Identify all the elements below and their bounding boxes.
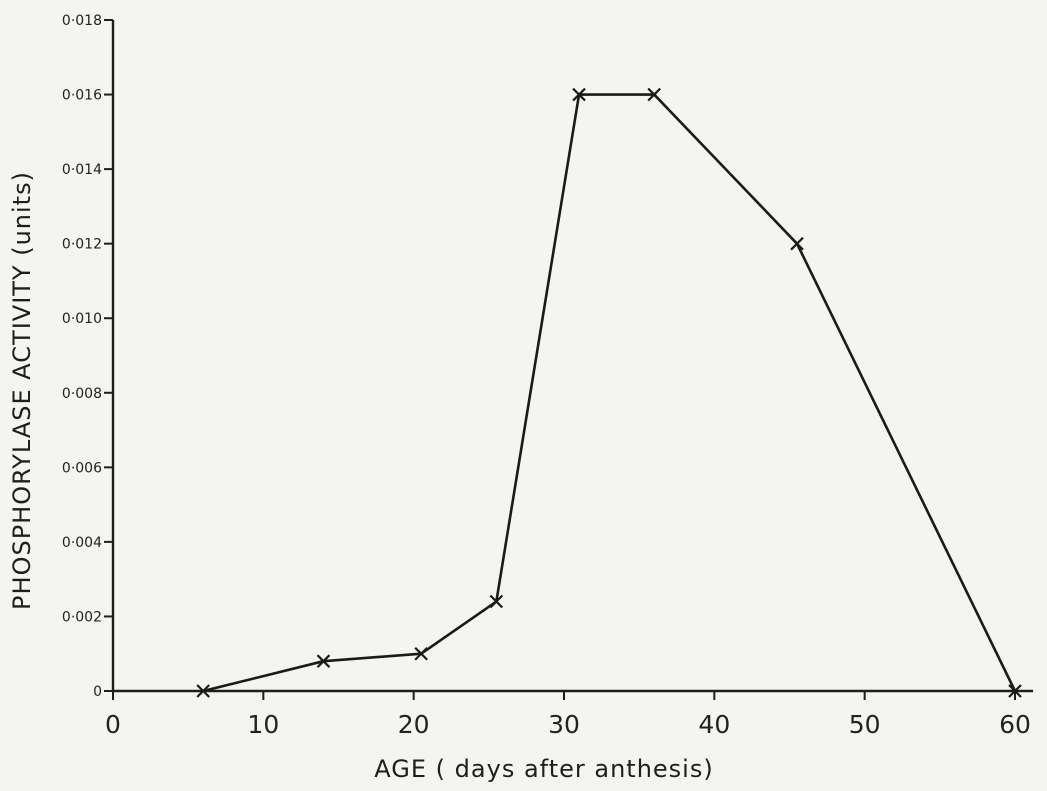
y-tick-label: 0·004	[62, 535, 102, 551]
axes	[111, 20, 1033, 693]
data-point-marker	[196, 684, 210, 698]
y-tick-label: 0·018	[62, 13, 102, 29]
x-tick-label: 0	[105, 710, 121, 739]
y-tick-label: 0·010	[62, 311, 102, 327]
y-tick-label: 0·006	[62, 460, 102, 476]
data-point-marker	[489, 594, 504, 609]
y-axis-title: PHOSPHORYLASE ACTIVITY (units)	[8, 171, 36, 610]
x-tick-label: 10	[247, 710, 279, 739]
series-line	[202, 93, 1017, 693]
y-tick-label: 0	[93, 684, 102, 700]
y-tick-label: 0·014	[62, 162, 102, 178]
x-tick-label: 30	[548, 710, 580, 739]
x-tick-label: 40	[698, 710, 730, 739]
y-tick-label: 0·016	[62, 88, 102, 104]
x-tick-label: 20	[398, 710, 430, 739]
y-tick-label: 0·008	[62, 386, 102, 402]
y-tick-label: 0·002	[62, 609, 102, 625]
data-point-marker	[414, 646, 428, 661]
y-ticks: 0 0·002 0·004 0·006 0·008 0·010 0·012 0·014 0·01…	[62, 13, 113, 700]
data-point-marker	[572, 87, 586, 102]
y-tick-label: 0·012	[62, 237, 102, 253]
x-ticks: 0 10 20 30 40 50 60	[105, 691, 1031, 739]
data-point-marker	[316, 654, 331, 668]
data-point-marker	[647, 87, 661, 102]
x-axis-title: AGE ( days after anthesis)	[374, 755, 713, 783]
data-point-marker	[1008, 684, 1022, 698]
x-tick-label: 60	[999, 710, 1031, 739]
series-group	[196, 87, 1022, 698]
x-tick-label: 50	[849, 710, 881, 739]
data-point-marker	[790, 236, 804, 251]
